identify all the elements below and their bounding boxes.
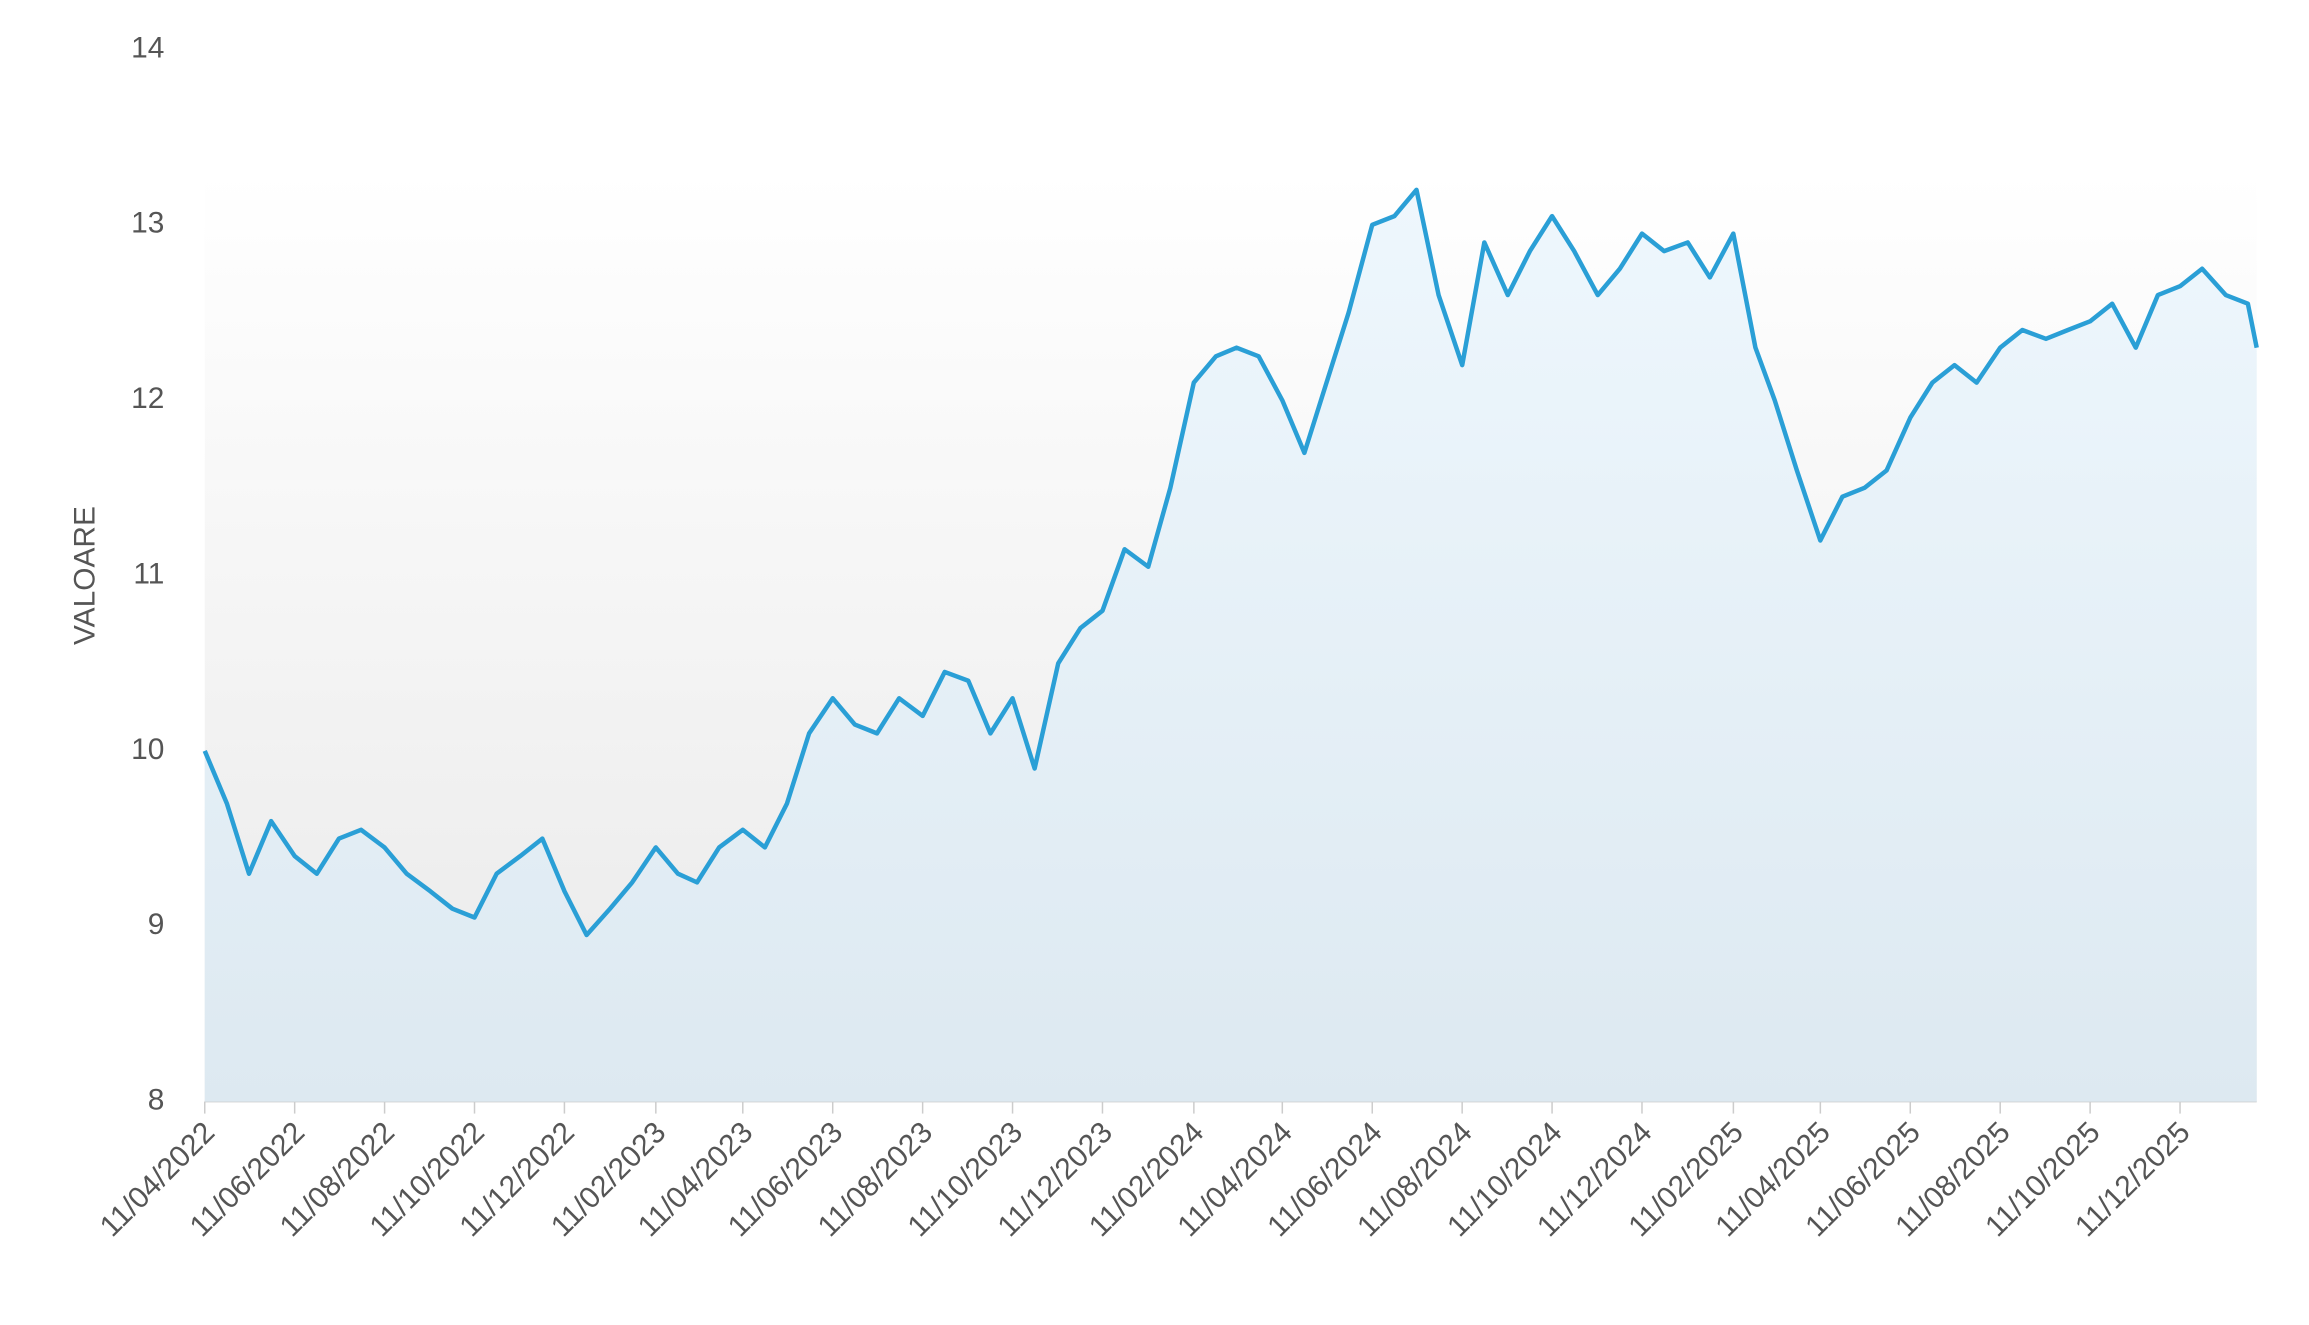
y-tick-label: 11: [133, 557, 164, 590]
y-tick-label: 13: [131, 207, 164, 240]
y-tick-label: 14: [131, 31, 164, 64]
y-tick-label: 10: [131, 733, 164, 766]
y-tick-label: 9: [148, 908, 165, 941]
y-tick-label: 12: [131, 382, 164, 415]
y-tick-label: 8: [148, 1084, 165, 1117]
area: [204, 189, 2257, 1102]
y-axis-label: VALOARE: [69, 506, 102, 645]
line: [202, 187, 2259, 938]
